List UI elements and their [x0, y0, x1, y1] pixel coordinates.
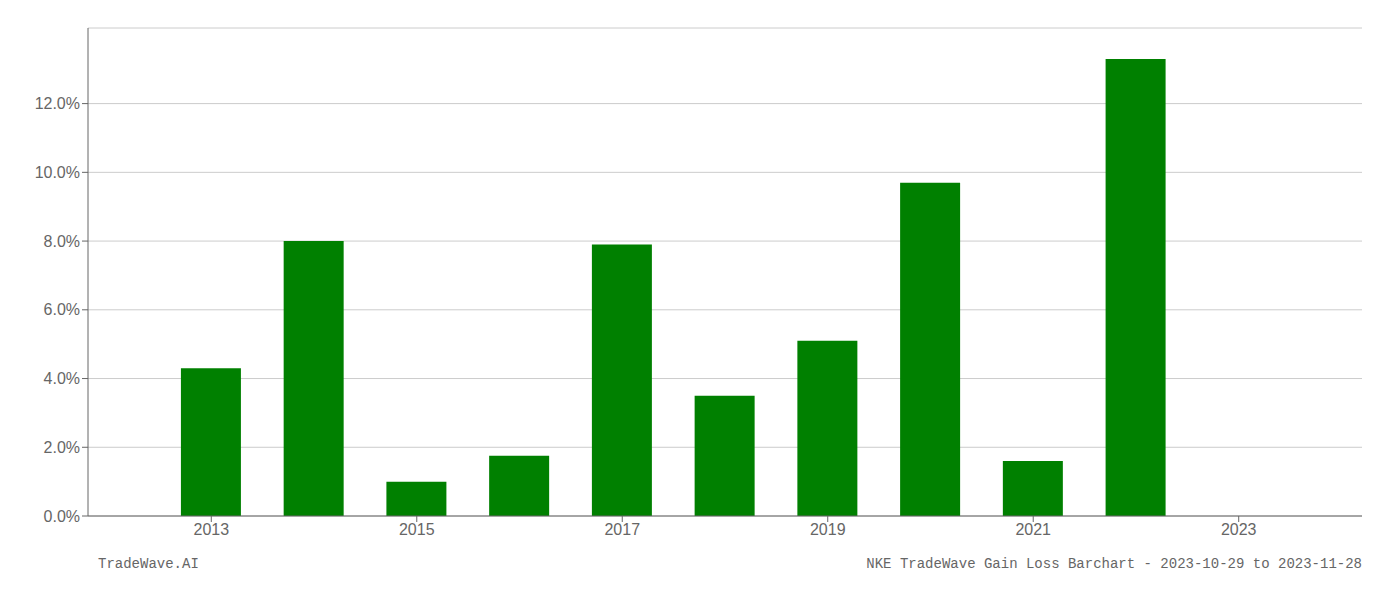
svg-text:8.0%: 8.0%: [44, 233, 80, 250]
svg-text:6.0%: 6.0%: [44, 301, 80, 318]
svg-text:2.0%: 2.0%: [44, 439, 80, 456]
svg-text:2015: 2015: [399, 521, 435, 538]
svg-text:2021: 2021: [1015, 521, 1051, 538]
svg-text:2023: 2023: [1221, 521, 1257, 538]
svg-text:4.0%: 4.0%: [44, 370, 80, 387]
svg-text:2017: 2017: [604, 521, 640, 538]
svg-text:12.0%: 12.0%: [35, 95, 80, 112]
svg-text:2019: 2019: [810, 521, 846, 538]
svg-text:2013: 2013: [193, 521, 229, 538]
html-text:TradeWave.AI: TradeWave.AI: [98, 556, 199, 572]
svg-text:0.0%: 0.0%: [44, 508, 80, 525]
svg-text:10.0%: 10.0%: [35, 164, 80, 181]
html-text:NKE TradeWave Gain Loss Barcha: NKE TradeWave Gain Loss Barchart - 2023-…: [866, 556, 1362, 572]
